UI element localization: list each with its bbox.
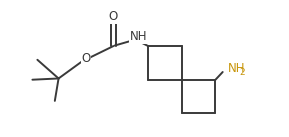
Text: O: O xyxy=(109,10,118,23)
Text: NH: NH xyxy=(129,30,147,43)
Text: 2: 2 xyxy=(240,68,245,76)
Text: NH: NH xyxy=(228,62,245,75)
Text: O: O xyxy=(81,52,90,65)
